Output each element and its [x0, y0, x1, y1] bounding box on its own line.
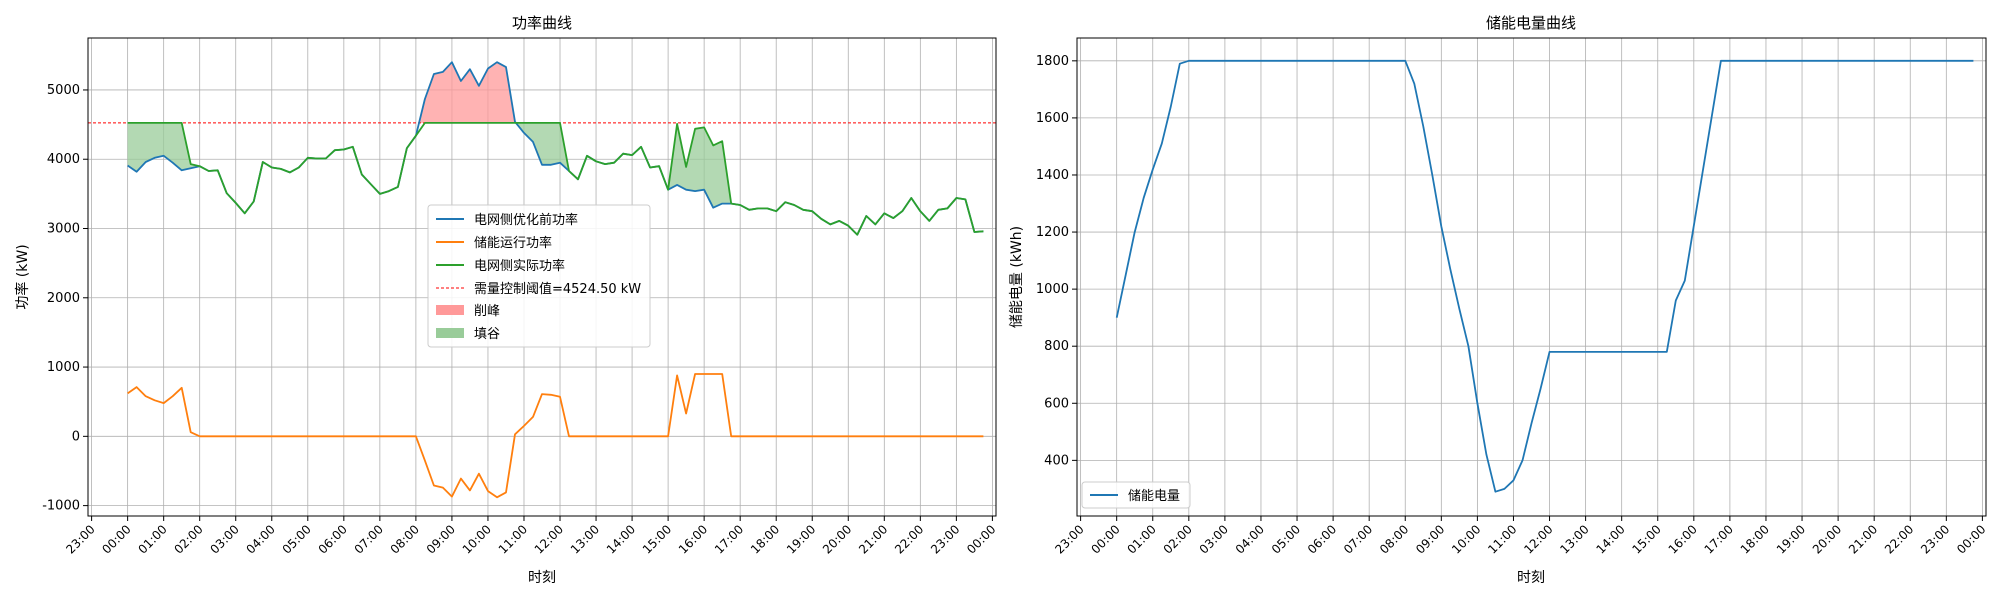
- valley-filling-fill: [127, 122, 200, 172]
- legend-item: 储能运行功率: [436, 235, 552, 251]
- legend-item: 电网侧优化前功率: [436, 212, 578, 228]
- chart-title: 功率曲线: [512, 14, 572, 32]
- y-tick-label: 1000: [1036, 282, 1069, 297]
- plot-frame: [87, 37, 997, 517]
- legend-item: 削峰: [436, 304, 500, 319]
- legend-label: 需量控制阈值=4524.50 kW: [474, 281, 641, 297]
- y-tick-label: 800: [1044, 339, 1069, 354]
- y-tick-label: 1400: [1036, 168, 1069, 183]
- legend-swatch: [436, 305, 464, 315]
- y-tick-label: 1000: [47, 360, 80, 375]
- legend-item: 填谷: [436, 327, 500, 342]
- y-tick-label: 400: [1044, 453, 1069, 468]
- y-axis-label: 功率 (kW): [14, 244, 31, 309]
- legend-label: 填谷: [474, 327, 500, 342]
- series-line: [1115, 59, 1974, 493]
- legend-item: 需量控制阈值=4524.50 kW: [436, 281, 641, 297]
- y-tick-label: 2000: [47, 291, 80, 306]
- y-axis-label: 储能电量 (kWh): [1009, 226, 1025, 328]
- legend-item: 电网侧实际功率: [436, 258, 565, 274]
- legend-label: 削峰: [474, 304, 500, 319]
- x-axis-label: 时刻: [1517, 570, 1545, 586]
- legend-label: 电网侧优化前功率: [474, 212, 578, 228]
- legend-item: 储能电量: [1090, 489, 1180, 504]
- peak-shaving-fill: [419, 62, 516, 123]
- x-axis-label: 时刻: [528, 570, 556, 586]
- series-line: [127, 373, 984, 499]
- legend-swatch: [436, 328, 464, 338]
- series-line: [127, 122, 984, 236]
- legend-label: 储能运行功率: [474, 235, 552, 251]
- y-tick-label: 3000: [47, 222, 80, 237]
- y-tick-label: 1800: [1036, 54, 1069, 69]
- y-tick-label: 5000: [47, 83, 80, 98]
- plot-frame: [1076, 37, 1987, 517]
- y-tick-label: -1000: [42, 499, 80, 514]
- legend: 电网侧优化前功率 储能运行功率 电网侧实际功率 需量控制阈值=4524.50 k…: [427, 204, 651, 348]
- legend-label: 电网侧实际功率: [474, 258, 565, 274]
- valley-filling-fill: [514, 121, 570, 172]
- legend-label: 储能电量: [1128, 489, 1180, 504]
- chart-title: 储能电量曲线: [1486, 14, 1576, 32]
- legend: 储能电量: [1081, 481, 1191, 509]
- y-tick-label: 1600: [1036, 111, 1069, 126]
- y-tick-label: 0: [72, 429, 80, 444]
- y-tick-label: 600: [1044, 396, 1069, 411]
- y-tick-label: 1200: [1036, 225, 1069, 240]
- y-tick-label: 4000: [47, 152, 80, 167]
